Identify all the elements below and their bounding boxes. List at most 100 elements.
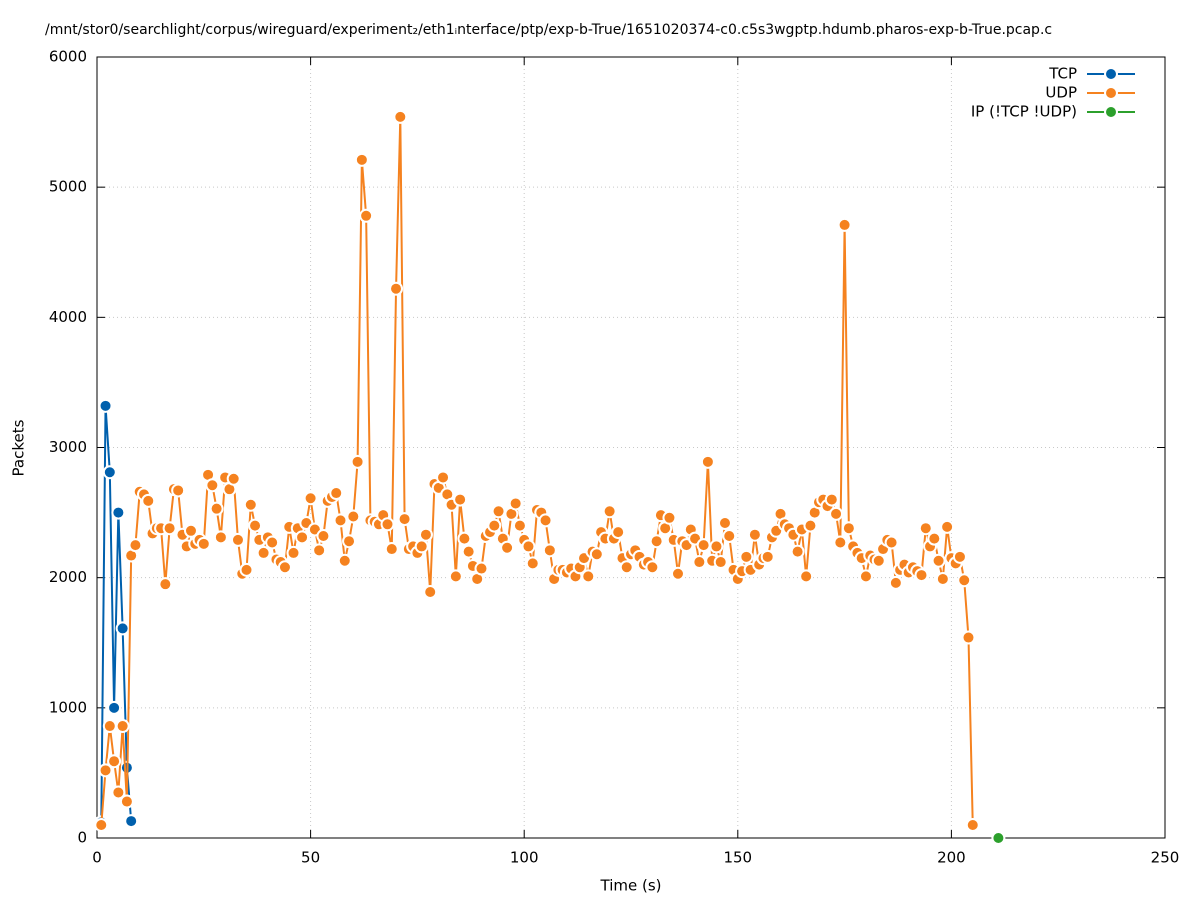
data-point bbox=[107, 754, 122, 769]
y-tick-label: 5000 bbox=[49, 178, 87, 196]
data-point bbox=[645, 560, 660, 575]
data-point bbox=[965, 817, 980, 832]
data-point bbox=[952, 549, 967, 564]
data-point bbox=[183, 523, 198, 538]
data-point bbox=[487, 518, 502, 533]
data-point bbox=[512, 518, 527, 533]
data-point bbox=[389, 281, 404, 296]
data-point bbox=[115, 719, 130, 734]
data-point bbox=[448, 569, 463, 584]
data-point bbox=[914, 568, 929, 583]
x-tick-label: 50 bbox=[301, 849, 320, 867]
data-point bbox=[542, 543, 557, 558]
data-point bbox=[312, 543, 327, 558]
data-point bbox=[243, 497, 258, 512]
data-point bbox=[837, 217, 852, 232]
data-point bbox=[316, 529, 331, 544]
data-point bbox=[256, 545, 271, 560]
data-point bbox=[209, 501, 224, 516]
data-point bbox=[709, 539, 724, 554]
data-point bbox=[491, 504, 506, 519]
data-point bbox=[457, 531, 472, 546]
data-point bbox=[790, 544, 805, 559]
data-point bbox=[94, 817, 109, 832]
legend-swatch-marker bbox=[1104, 86, 1118, 100]
data-point bbox=[461, 544, 476, 559]
data-point bbox=[346, 509, 361, 524]
data-point bbox=[230, 532, 245, 547]
legend-label: UDP bbox=[1045, 84, 1077, 102]
data-point bbox=[799, 569, 814, 584]
data-point bbox=[871, 553, 886, 568]
data-point bbox=[295, 530, 310, 545]
data-point bbox=[111, 505, 126, 520]
data-point bbox=[662, 510, 677, 525]
data-point bbox=[128, 538, 143, 553]
data-point bbox=[961, 630, 976, 645]
data-point bbox=[380, 517, 395, 532]
data-point bbox=[397, 512, 412, 527]
data-point bbox=[611, 525, 626, 540]
data-point bbox=[589, 547, 604, 562]
data-point bbox=[111, 785, 126, 800]
data-point bbox=[940, 519, 955, 534]
data-point bbox=[303, 491, 318, 506]
series-line bbox=[100, 405, 133, 823]
data-point bbox=[226, 471, 241, 486]
data-point bbox=[354, 152, 369, 167]
data-point bbox=[957, 573, 972, 588]
data-point bbox=[333, 513, 348, 528]
data-point bbox=[739, 549, 754, 564]
data-point bbox=[342, 534, 357, 549]
data-point bbox=[265, 535, 280, 550]
data-point bbox=[888, 575, 903, 590]
data-point bbox=[931, 553, 946, 568]
data-point bbox=[98, 763, 113, 778]
data-point bbox=[602, 504, 617, 519]
data-point bbox=[841, 521, 856, 536]
data-point bbox=[115, 621, 130, 636]
data-point bbox=[858, 569, 873, 584]
data-point bbox=[692, 555, 707, 570]
x-axis-label: Time (s) bbox=[600, 877, 662, 895]
data-point bbox=[277, 560, 292, 575]
data-point bbox=[393, 109, 408, 124]
data-point bbox=[124, 814, 139, 829]
data-point bbox=[829, 506, 844, 521]
data-point bbox=[474, 561, 489, 576]
data-point bbox=[384, 542, 399, 557]
data-point bbox=[500, 540, 515, 555]
x-tick-label: 200 bbox=[937, 849, 966, 867]
x-tick-label: 100 bbox=[510, 849, 539, 867]
data-point bbox=[935, 571, 950, 586]
data-point bbox=[102, 719, 117, 734]
data-point bbox=[171, 483, 186, 498]
data-point bbox=[196, 536, 211, 551]
legend-label: TCP bbox=[1048, 65, 1077, 83]
data-point bbox=[991, 831, 1006, 845]
data-point bbox=[713, 555, 728, 570]
data-point bbox=[107, 700, 122, 715]
x-tick-label: 150 bbox=[723, 849, 752, 867]
plot-border bbox=[96, 56, 1166, 839]
y-tick-label: 0 bbox=[77, 829, 87, 847]
data-point bbox=[102, 465, 117, 480]
data-point bbox=[619, 560, 634, 575]
data-point bbox=[833, 535, 848, 550]
data-point bbox=[337, 553, 352, 568]
data-point bbox=[760, 549, 775, 564]
y-tick-label: 3000 bbox=[49, 438, 87, 456]
data-point bbox=[717, 515, 732, 530]
data-point bbox=[205, 478, 220, 493]
y-tick-label: 2000 bbox=[49, 568, 87, 586]
data-point bbox=[359, 208, 374, 223]
y-tick-label: 4000 bbox=[49, 308, 87, 326]
chart-title: /mnt/stor0/searchlight/corpus/wireguard/… bbox=[45, 22, 1052, 38]
x-tick-label: 250 bbox=[1151, 849, 1180, 867]
data-point bbox=[803, 518, 818, 533]
data-point bbox=[436, 470, 451, 485]
data-point bbox=[538, 513, 553, 528]
data-point bbox=[286, 545, 301, 560]
